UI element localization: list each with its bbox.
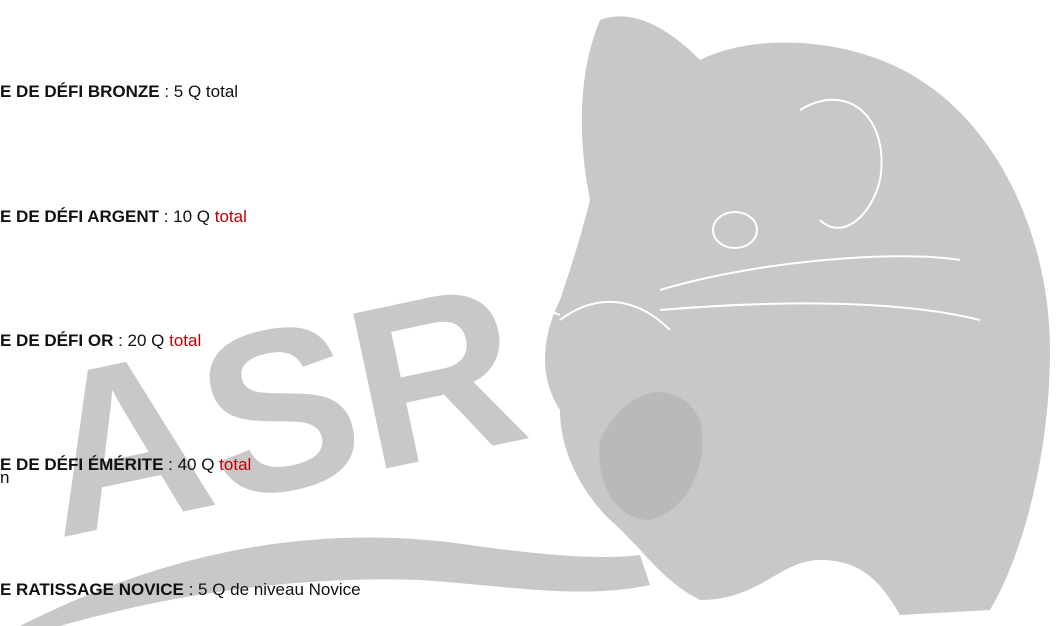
continuation: n xyxy=(0,468,9,488)
item-detail: : 20 Q xyxy=(113,331,169,350)
page: {"watermark":"ASR", "items":[ {"name":"E… xyxy=(0,0,1061,626)
item-detail: : 40 Q xyxy=(163,455,219,474)
item-name: E DE DÉFI OR xyxy=(0,331,113,350)
text-line: E DE DÉFI BRONZE : 5 Q total xyxy=(0,82,238,102)
highlight: total xyxy=(219,455,251,474)
text-line: E DE DÉFI ÉMÉRITE : 40 Q total xyxy=(0,455,251,475)
item-detail: : 5 Q total xyxy=(160,82,238,101)
highlight: total xyxy=(169,331,201,350)
text-line: E RATISSAGE NOVICE : 5 Q de niveau Novic… xyxy=(0,580,361,600)
text-line: E DE DÉFI OR : 20 Q total xyxy=(0,331,201,351)
item-name: E DE DÉFI ÉMÉRITE xyxy=(0,455,163,474)
item-name: E DE DÉFI ARGENT xyxy=(0,207,159,226)
highlight: total xyxy=(215,207,247,226)
watermark-text: ASR xyxy=(15,234,543,586)
item-detail: : 10 Q xyxy=(159,207,215,226)
item-name: E RATISSAGE NOVICE xyxy=(0,580,184,599)
item-name: E DE DÉFI BRONZE xyxy=(0,82,160,101)
item-detail: : 5 Q de niveau Novice xyxy=(184,580,361,599)
text-line: E DE DÉFI ARGENT : 10 Q total xyxy=(0,207,247,227)
